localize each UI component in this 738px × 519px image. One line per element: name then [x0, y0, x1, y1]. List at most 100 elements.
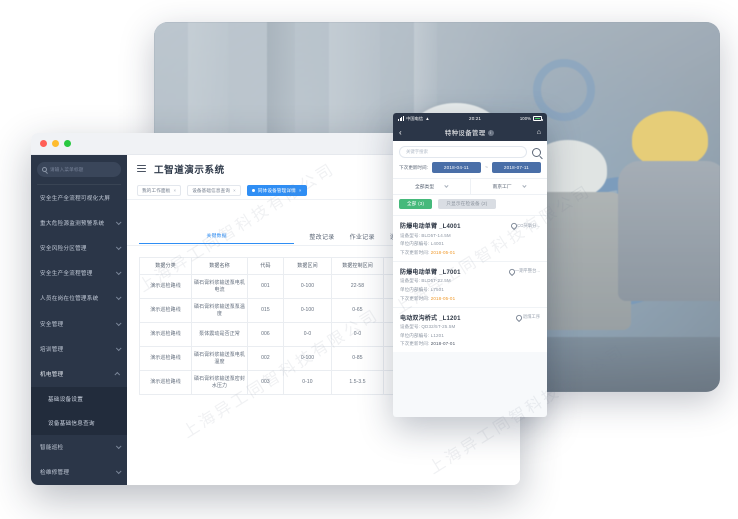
search-icon[interactable] — [532, 147, 541, 157]
search-placeholder: 关键字搜索 — [406, 149, 428, 154]
clock: 20:21 — [469, 116, 482, 121]
select-factory-label: 南京工厂 — [492, 185, 512, 190]
list-item[interactable]: 防爆电动单臂 _L7001 一期平整台... 设备型号: BLD5T-22.5M… — [393, 260, 547, 307]
chevron-down-icon — [115, 269, 122, 276]
sidebar-item-label: 安全风险分区管理 — [40, 245, 87, 252]
cell-category: 演示巡检路线 — [139, 274, 192, 299]
location-label: 退煤工序 — [522, 314, 540, 320]
chevron-down-icon — [115, 294, 122, 301]
table-row[interactable]: 演示巡检路线 磷石膏料浆输送泵电机温度 002 0-100 0-85 — [139, 346, 424, 371]
hamburger-icon[interactable] — [137, 164, 146, 173]
cell-name: 磷石膏料浆输送泵电机电流 — [191, 274, 248, 299]
mobile-navbar: ‹ 特种设备管理 i ⌂ — [393, 124, 547, 141]
close-icon[interactable]: × — [298, 188, 302, 193]
model-value: QD32/5T-25.5M — [421, 324, 456, 330]
sidebar-subitem-basic-device-setup[interactable]: 基础设备设置 — [48, 396, 84, 403]
cell-category: 演示巡检路线 — [139, 322, 192, 347]
date-filter-row: 下次更新时间: 2018-04-11 ~ 2018-07-11 — [393, 162, 547, 178]
minimize-button[interactable] — [52, 140, 59, 147]
key-data-table: 数据分类 数据名称 代码 数据区间 数据控制区间 数据值 演示巡检路线 — [139, 257, 424, 395]
tab-chip-device-query[interactable]: 设备基础信息查询 × — [187, 185, 241, 196]
location-pin-icon — [510, 223, 515, 228]
sidebar-item-electromechanical[interactable]: 机电管理 — [31, 361, 127, 386]
sidebar-item-hazard-monitoring[interactable]: 重大危险源监测预警系统 — [31, 210, 127, 235]
date-start-field[interactable]: 2018-04-11 — [431, 162, 481, 173]
equipment-name: 防爆电动单臂 _L7001 — [400, 269, 461, 276]
cell-control-range: 0-0 — [331, 322, 384, 347]
cell-control-range: 0-85 — [331, 346, 384, 371]
sidebar-item-safety-mgmt[interactable]: 安全管理 — [31, 311, 127, 336]
tab-key-data[interactable]: 关键数据 — [139, 228, 295, 245]
mobile-title-label: 特种设备管理 — [444, 130, 486, 137]
sidebar-item-label: 智能巡检 — [40, 445, 64, 452]
table-row[interactable]: 演示巡检路线 磷石膏料浆输送泵密封水压力 003 0-10 1.5-3.5 — [139, 370, 424, 395]
search-input[interactable]: 关键字搜索 — [399, 146, 527, 158]
code-value: L4001 — [430, 241, 444, 247]
location-label: CO厌氧分... — [517, 222, 540, 228]
sidebar-item-visualization[interactable]: 安全生产全流程可视化大屏 — [31, 185, 127, 210]
page-title: 工智道演示系统 — [154, 164, 225, 176]
sidebar-item-personnel[interactable]: 人员在岗在位管理系统 — [31, 286, 127, 311]
tab-operation-records[interactable]: 作业记录 — [349, 235, 375, 241]
close-icon[interactable]: × — [173, 188, 177, 193]
sidebar-item-maintenance[interactable]: 检维修管理 — [31, 460, 127, 485]
list-item[interactable]: 防爆电动单臂 _L4001 CO厌氧分... 设备型号: BLD5T-14.5M… — [393, 215, 547, 261]
table-row[interactable]: 演示巡检路线 泵体震动是否正常 006 0-0 0-0 — [139, 322, 424, 347]
date-end-field[interactable]: 2018-07-11 — [491, 162, 542, 173]
sidebar-item-production-process[interactable]: 安全生产全流程管理 — [31, 261, 127, 286]
cell-range: 0-100 — [283, 298, 332, 323]
sidebar-item-risk-zone[interactable]: 安全风险分区管理 — [31, 235, 127, 260]
pill-inspecting-only[interactable]: 只显示在检设备 (2) — [438, 199, 496, 209]
sidebar-item-label: 重大危险源监测预警系统 — [40, 220, 105, 227]
equipment-code-row: 单位内部编号: L1201 — [400, 333, 540, 339]
worker-body — [618, 160, 720, 301]
search-icon — [42, 167, 47, 172]
cell-code: 003 — [247, 370, 284, 395]
select-factory[interactable]: 南京工厂 — [469, 179, 548, 194]
cell-control-range: 22-58 — [331, 274, 384, 299]
cell-control-range: 1.5-3.5 — [331, 370, 384, 395]
mobile-app-panel: 中国电信 20:21 100% ‹ 特种设备管理 i ⌂ 关键字搜索 下次 — [393, 113, 547, 417]
tab-chip-device-detail[interactable]: 同体设备管理详情 × — [246, 185, 307, 196]
equipment-model-row: 设备型号: BLD5T-14.5M — [400, 233, 540, 239]
tab-chip-workbench[interactable]: 我的工作面板 × — [137, 185, 182, 196]
col-data-category: 数据分类 — [139, 257, 192, 275]
cell-range: 0-10 — [283, 370, 332, 395]
home-icon[interactable]: ⌂ — [536, 129, 541, 136]
sidebar-search-placeholder: 请输入菜单标题 — [50, 166, 84, 172]
mobile-select-row: 全部类型 南京工厂 — [393, 178, 547, 194]
code-label: 单位内部编号: — [400, 332, 430, 338]
code-label: 单位内部编号: — [400, 286, 430, 292]
pill-all[interactable]: 全部 (3) — [399, 199, 433, 209]
active-dot-icon — [251, 189, 255, 192]
chevron-down-icon — [115, 244, 122, 251]
sidebar-item-smart-inspection[interactable]: 智能巡检 — [31, 435, 127, 460]
sidebar-item-label: 培训管理 — [40, 346, 64, 353]
mobile-page-title: 特种设备管理 i — [402, 128, 537, 137]
sidebar-subitem-device-info-query[interactable]: 设备基础信息查询 — [48, 420, 95, 427]
model-value: BLD5T-14.5M — [421, 232, 451, 238]
info-icon[interactable]: i — [487, 129, 494, 136]
tab-rectification-records[interactable]: 整改记录 — [309, 235, 335, 241]
select-type[interactable]: 全部类型 — [393, 179, 470, 194]
list-item[interactable]: 电动双沟桥式 _L1201 退煤工序 设备型号: QD32/5T-25.5M 单… — [393, 306, 547, 353]
maximize-button[interactable] — [64, 140, 71, 147]
next-update-label: 下次更新时间: — [400, 295, 430, 301]
chevron-down-icon — [115, 443, 122, 450]
sidebar-item-label: 机电管理 — [40, 371, 64, 378]
close-icon[interactable]: × — [233, 188, 236, 193]
mobile-search-row: 关键字搜索 — [393, 141, 547, 162]
back-arrow-icon[interactable]: ‹ — [399, 127, 402, 137]
chevron-down-icon — [115, 319, 122, 326]
sidebar-item-label: 安全生产全流程可视化大屏 — [40, 195, 111, 202]
chevron-down-icon — [115, 345, 122, 351]
close-button[interactable] — [40, 140, 47, 147]
sidebar-search-input[interactable]: 请输入菜单标题 — [37, 162, 121, 177]
sidebar-item-training[interactable]: 培训管理 — [31, 336, 127, 361]
equipment-next-update-row: 下次更新时间: 2018-05-01 — [400, 296, 540, 302]
table-row[interactable]: 演示巡检路线 磷石膏料浆输送泵泵温度 015 0-100 0-65 — [139, 298, 424, 323]
col-data-range: 数据区间 — [283, 257, 332, 275]
sidebar-submenu: 基础设备设置 设备基础信息查询 — [31, 386, 127, 435]
table-row[interactable]: 演示巡检路线 磷石膏料浆输送泵电机电流 001 0-100 22-58 — [139, 274, 424, 299]
